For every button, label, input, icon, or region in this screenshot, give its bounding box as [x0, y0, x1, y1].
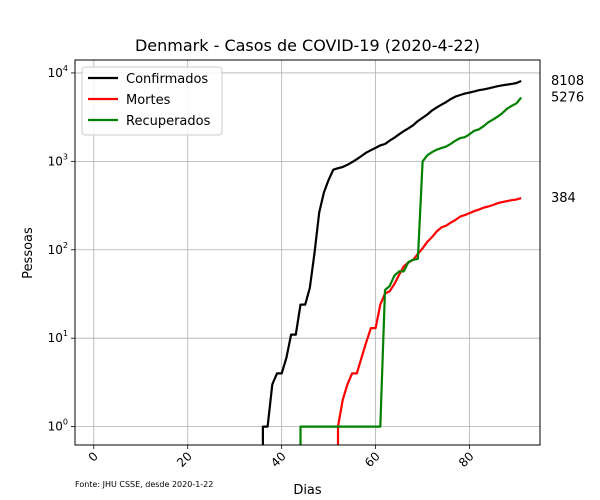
plot-frame [74, 59, 541, 446]
y-tick-label: 104 [48, 64, 68, 80]
chart-title: Denmark - Casos de COVID-19 (2020-4-22) [135, 36, 480, 55]
y-tick-label: 102 [48, 241, 68, 257]
series-line-mortes [336, 197, 522, 445]
legend-label: Confirmados [126, 72, 208, 87]
final-value-labels: 8108 384 5276 [551, 74, 584, 206]
x-axis-label: Dias [293, 483, 322, 498]
y-axis-label: Pessoas [21, 227, 36, 279]
y-tick-label: 101 [48, 329, 68, 345]
legend-box [81, 66, 223, 136]
y-tick-label: 103 [48, 152, 68, 168]
series-line-confirmados [261, 79, 522, 445]
final-label-mortes: 384 [551, 191, 576, 206]
legend-label: Recuperados [126, 114, 211, 129]
final-label-recuperados: 5276 [551, 90, 584, 105]
final-label-confirmados: 8108 [551, 74, 584, 89]
y-tick-label: 100 [48, 418, 68, 434]
series-lines [261, 79, 523, 445]
legend-label: Mortes [126, 93, 171, 108]
series-line-recuperados [299, 96, 523, 445]
y-axis-ticks: 100 101 102 103 104 [48, 64, 75, 434]
legend: Confirmados Mortes Recuperados [81, 66, 223, 136]
footnote: Fonte: JHU CSSE, desde 2020-1-22 [75, 480, 213, 489]
